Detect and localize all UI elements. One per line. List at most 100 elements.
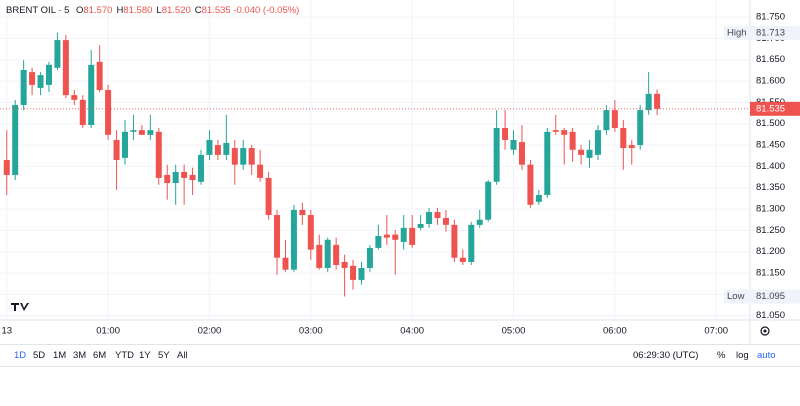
settings-icon[interactable]: [760, 326, 770, 336]
candle-body: [451, 224, 458, 258]
range-button[interactable]: 1M: [53, 350, 67, 361]
candle-body: [603, 110, 610, 131]
candle-body: [147, 130, 154, 135]
candle-body: [71, 95, 78, 100]
range-button[interactable]: 1Y: [139, 350, 151, 361]
axis-option[interactable]: auto: [757, 350, 776, 361]
legend-value: 81.520: [161, 5, 191, 16]
candle-body: [333, 244, 340, 265]
candle-body: [341, 261, 348, 268]
change: -0.040 (-0.05%): [233, 5, 300, 16]
y-tick-label: 81.300: [756, 204, 785, 215]
low-marker-box: [724, 289, 800, 304]
last-price-label: 81.535: [756, 103, 785, 114]
candle-body: [620, 128, 627, 149]
candle-body: [282, 257, 289, 270]
y-tick-label: 81.600: [756, 76, 785, 87]
y-tick-label: 81.650: [756, 54, 785, 65]
candle-body: [96, 61, 103, 91]
candle-body: [231, 148, 238, 165]
candle-body: [552, 130, 559, 132]
candle-body: [518, 142, 525, 165]
candle-body: [307, 215, 314, 250]
candle-body: [54, 40, 61, 68]
symbol-legend: BRENT OIL · 5 O81.570 H81.580 L81.520 C81.5…: [6, 5, 300, 16]
candle-body: [637, 110, 644, 146]
candle-body: [409, 227, 416, 245]
candle-body: [510, 139, 517, 150]
candle-body: [366, 247, 373, 268]
candle-body: [37, 75, 44, 88]
last-price-box: [750, 101, 800, 116]
divider: [0, 366, 800, 367]
x-tick-label: 06:00: [603, 326, 627, 337]
toolbar: 06:29:30 (UTC) 1D 5D 1M 3M 6M YTD 1Y 5Y All% log a…: [0, 344, 800, 365]
candle-body: [29, 72, 36, 85]
settings-center: [763, 329, 767, 333]
candle-body: [316, 244, 323, 268]
range-button[interactable]: 5Y: [158, 350, 170, 361]
settings-ring: [760, 326, 770, 336]
symbol: BRENT OIL: [6, 5, 56, 16]
legend-value: 81.570: [83, 5, 113, 16]
candle-body: [324, 239, 331, 268]
legend-key: O: [76, 5, 84, 16]
range-button[interactable]: 5D: [33, 350, 46, 361]
legend-key: C: [194, 5, 202, 16]
high-marker-box: [724, 25, 800, 40]
candle-body: [12, 104, 19, 175]
candle-body: [426, 212, 433, 224]
range-button[interactable]: 1D: [14, 350, 27, 361]
candle-body: [375, 235, 382, 248]
high-marker-value: 81.713: [756, 27, 785, 38]
axis-option[interactable]: %: [717, 350, 726, 361]
legend-key: L: [156, 5, 162, 16]
candle-body: [459, 257, 466, 262]
candle-body: [544, 131, 551, 195]
candle-body: [476, 219, 483, 225]
candle-body: [20, 69, 27, 105]
interval: 5: [64, 5, 70, 16]
y-tick-label: 81.400: [756, 161, 785, 172]
candle-body: [645, 93, 652, 111]
candle-body: [172, 171, 179, 184]
range-button[interactable]: All: [177, 350, 188, 361]
chart: 13 01:00 02:00 03:00 04:00 05:00 06:00 07:00 81.…: [0, 0, 800, 344]
clock: 06:29:30 (UTC): [633, 350, 699, 361]
candle-body: [535, 194, 542, 202]
range-button[interactable]: 3M: [73, 350, 87, 361]
tv-logo: [11, 303, 29, 311]
candle-body: [138, 130, 145, 135]
candle-body: [62, 40, 69, 96]
candle-body: [105, 90, 112, 135]
x-tick-label: 03:00: [299, 326, 323, 337]
candle-body: [468, 224, 475, 262]
candle-body: [350, 265, 357, 280]
range-button[interactable]: YTD: [115, 350, 134, 361]
candle-body: [493, 128, 500, 182]
candle-body: [578, 149, 585, 155]
candle-body: [358, 267, 365, 280]
legend-value: 81.535: [201, 5, 231, 16]
candle-body: [400, 227, 407, 242]
range-button[interactable]: 6M: [93, 350, 107, 361]
candle-body: [265, 177, 272, 216]
candle-body: [417, 224, 424, 228]
candle-body: [214, 145, 221, 155]
candle-body: [299, 209, 306, 216]
y-tick-label: 81.150: [756, 268, 785, 279]
candle-body: [45, 64, 52, 85]
candle-body: [240, 148, 247, 165]
low-marker-name: Low: [727, 291, 745, 302]
candle-body: [502, 128, 509, 140]
candle-body: [88, 64, 95, 126]
legend-value: 81.580: [123, 5, 153, 16]
axis-option[interactable]: log: [736, 350, 749, 361]
candle-body: [274, 215, 281, 258]
candle-body: [223, 142, 230, 155]
candle-body: [248, 148, 255, 165]
y-tick-label: 81.250: [756, 225, 785, 236]
candle-body: [442, 218, 449, 225]
candle-body: [198, 154, 205, 182]
